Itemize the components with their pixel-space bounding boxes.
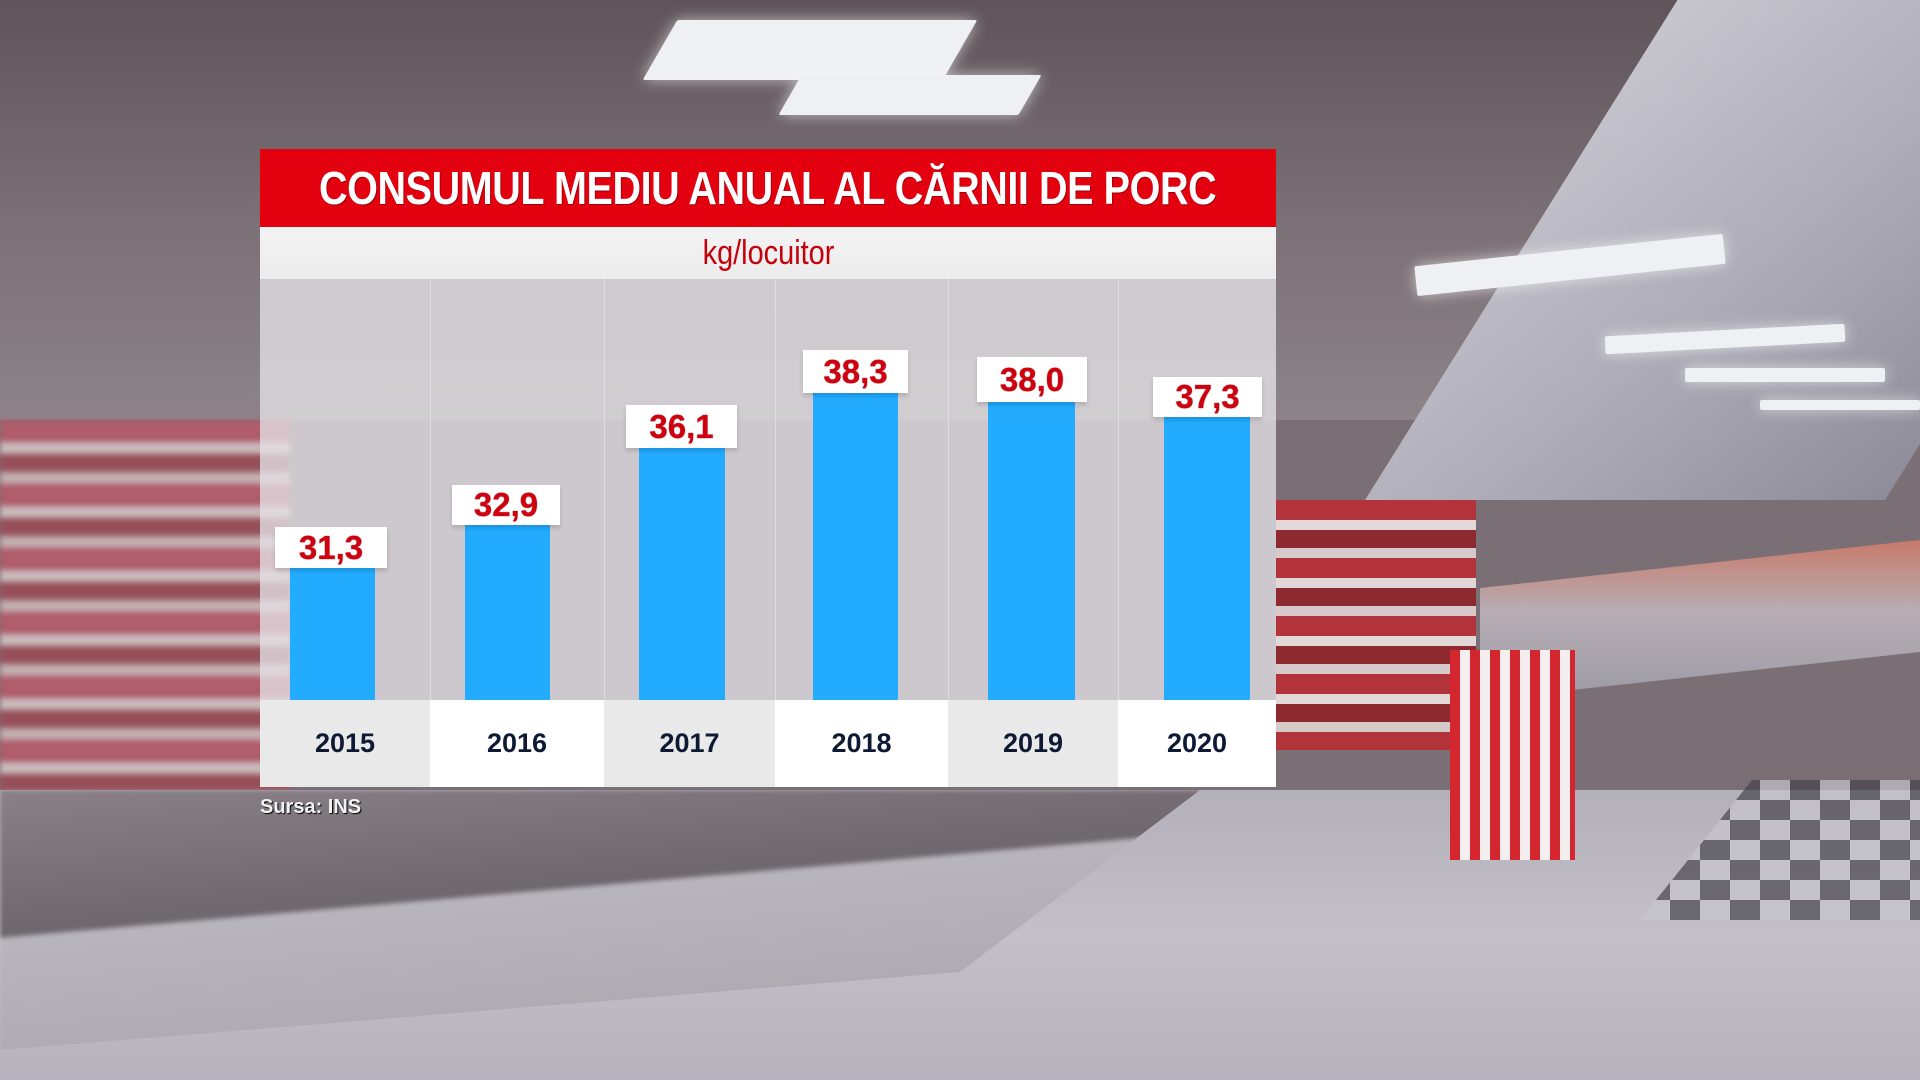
value-label-2017: 36,1 <box>626 405 737 448</box>
column-separator <box>1118 279 1119 700</box>
year-cell-2016: 2016 <box>430 700 604 787</box>
subtitle-bar: kg/locuitor <box>260 227 1276 279</box>
bar-2019 <box>988 402 1075 700</box>
value-text: 36,1 <box>649 407 714 445</box>
year-label: 2016 <box>486 728 548 758</box>
ceiling-light <box>1760 400 1920 410</box>
column-separator <box>948 279 949 700</box>
product-display <box>1450 650 1575 860</box>
value-text: 38,0 <box>999 360 1065 398</box>
value-label-2019: 38,0 <box>977 357 1087 402</box>
year-label: 2018 <box>831 728 892 758</box>
year-cell-2018: 2018 <box>775 700 948 787</box>
ceiling-light <box>778 75 1042 115</box>
ceiling-light <box>1685 368 1885 382</box>
value-label-2015: 31,3 <box>275 527 387 568</box>
column-separator <box>775 279 776 700</box>
value-text: 37,3 <box>1175 378 1240 415</box>
year-cell-2015: 2015 <box>260 700 430 787</box>
value-label-2018: 38,3 <box>803 350 908 393</box>
ceiling-light <box>642 20 978 80</box>
value-label-2020: 37,3 <box>1153 377 1262 417</box>
source-note: Sursa: INS <box>260 796 362 818</box>
year-cell-2020: 2020 <box>1118 700 1276 787</box>
chart-title: CONSUMUL MEDIU ANUAL AL CĂRNII DE PORC <box>319 162 1217 214</box>
column-separator <box>430 279 431 700</box>
x-axis-years: 2015 2016 2017 2018 2019 2020 <box>260 700 1276 787</box>
year-label: 2015 <box>314 728 376 758</box>
bar-2015 <box>290 568 375 700</box>
bar-2017 <box>639 448 725 700</box>
year-cell-2017: 2017 <box>604 700 775 787</box>
title-bar: CONSUMUL MEDIU ANUAL AL CĂRNII DE PORC <box>260 149 1276 227</box>
shelves-right <box>1276 500 1476 750</box>
value-text: 32,9 <box>473 486 539 523</box>
bar-2016 <box>465 525 550 700</box>
year-cell-2019: 2019 <box>948 700 1118 787</box>
value-text: 38,3 <box>823 352 888 390</box>
chart-panel: CONSUMUL MEDIU ANUAL AL CĂRNII DE PORC k… <box>260 149 1276 787</box>
plot-area: 31,3 32,9 36,1 38,3 38,0 37,3 <box>260 279 1276 700</box>
year-label: 2020 <box>1166 728 1228 758</box>
year-label: 2019 <box>1002 728 1064 758</box>
value-text: 31,3 <box>298 528 364 566</box>
chart-unit: kg/locuitor <box>702 233 834 272</box>
bar-2020 <box>1164 417 1250 700</box>
year-label: 2017 <box>659 728 720 758</box>
value-label-2016: 32,9 <box>452 485 560 525</box>
bar-2018 <box>813 393 898 700</box>
shelves-left <box>0 420 290 840</box>
column-separator <box>604 279 605 700</box>
